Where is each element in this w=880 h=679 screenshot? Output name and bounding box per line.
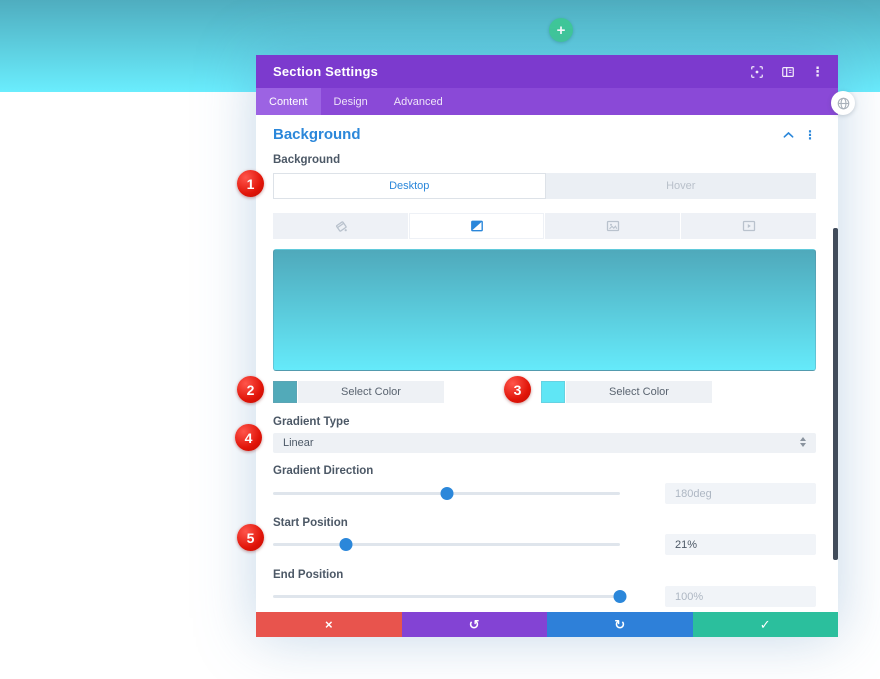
undo-button[interactable]: ↺ (401, 612, 547, 637)
gradient-icon (469, 218, 485, 234)
end-position-row: 100% (273, 586, 816, 607)
modal-scrollbar[interactable] (833, 228, 838, 560)
annotation-badge-2: 2 (237, 376, 264, 403)
modal-header-icons: ⋮ (749, 64, 824, 79)
modal-footer: × ↺ ↻ ✓ (256, 612, 838, 637)
modal-tab-bar: Content Design Advanced (256, 88, 838, 115)
section-settings-modal: Section Settings ⋮ (256, 55, 838, 637)
start-position-label: Start Position (273, 517, 348, 529)
tab-desktop[interactable]: Desktop (273, 173, 546, 199)
gradient-start-color-group: Select Color (273, 381, 444, 403)
device-tabs: Desktop Hover (273, 173, 816, 199)
globe-icon (836, 96, 851, 111)
start-select-color-button[interactable]: Select Color (298, 381, 444, 403)
end-position-label: End Position (273, 569, 344, 581)
image-icon (605, 218, 621, 234)
gradient-type-label: Gradient Type (273, 416, 350, 428)
floating-circle-button[interactable] (831, 91, 855, 115)
slider-handle[interactable] (440, 487, 453, 500)
background-color-tab[interactable] (273, 213, 408, 239)
background-type-tabs (273, 213, 816, 239)
section-heading: Background (273, 126, 361, 143)
redo-button[interactable]: ↻ (547, 612, 693, 637)
modal-header: Section Settings ⋮ (256, 55, 838, 88)
add-section-button[interactable]: + (549, 18, 573, 42)
background-image-tab[interactable] (545, 213, 680, 239)
start-position-row: 21% (273, 534, 816, 555)
chevron-up-icon[interactable] (783, 131, 794, 139)
annotation-badge-1: 1 (237, 170, 264, 197)
tab-hover[interactable]: Hover (545, 173, 816, 199)
tab-content[interactable]: Content (256, 88, 321, 115)
background-video-tab[interactable] (681, 213, 816, 239)
slider-handle[interactable] (339, 538, 353, 551)
slider-handle[interactable] (613, 590, 627, 603)
plus-icon: + (556, 21, 566, 39)
tab-design[interactable]: Design (333, 95, 368, 108)
start-position-value[interactable]: 21% (665, 534, 816, 555)
discard-button[interactable]: × (256, 612, 402, 637)
gradient-end-color-group: Select Color (541, 381, 712, 403)
end-position-value[interactable]: 100% (665, 586, 816, 607)
gradient-type-select[interactable]: Linear (273, 433, 816, 453)
end-position-slider[interactable] (273, 590, 627, 603)
gradient-direction-row: 180deg (273, 483, 816, 504)
annotation-badge-3: 3 (504, 376, 531, 403)
save-button[interactable]: ✓ (692, 612, 838, 637)
end-color-swatch[interactable] (541, 381, 565, 403)
focus-icon[interactable] (749, 64, 764, 79)
annotation-badge-5: 5 (237, 524, 264, 551)
background-gradient-tab[interactable] (409, 213, 544, 239)
gradient-preview (273, 249, 816, 371)
paint-bucket-icon (333, 218, 349, 234)
start-color-swatch[interactable] (273, 381, 297, 403)
panel-toggle-icon[interactable] (780, 64, 795, 79)
tab-advanced[interactable]: Advanced (393, 95, 443, 108)
kebab-menu-icon[interactable]: ⋮ (811, 64, 824, 79)
gradient-direction-label: Gradient Direction (273, 465, 374, 477)
background-field-label: Background (273, 154, 341, 166)
section-options-icon[interactable]: ⋮ (804, 127, 816, 142)
gradient-direction-slider[interactable] (273, 487, 620, 500)
annotation-badge-4: 4 (235, 424, 262, 451)
video-icon (741, 218, 757, 234)
background-section-header[interactable]: Background ⋮ (273, 124, 816, 145)
select-arrows-icon (800, 437, 806, 447)
gradient-type-value: Linear (283, 437, 314, 449)
modal-title: Section Settings (273, 64, 379, 79)
gradient-color-row: Select Color Select Color (273, 381, 816, 403)
gradient-direction-value[interactable]: 180deg (665, 483, 816, 504)
modal-body: Background ⋮ Background Desktop Hover (256, 115, 838, 612)
start-position-slider[interactable] (273, 538, 620, 551)
end-select-color-button[interactable]: Select Color (566, 381, 712, 403)
